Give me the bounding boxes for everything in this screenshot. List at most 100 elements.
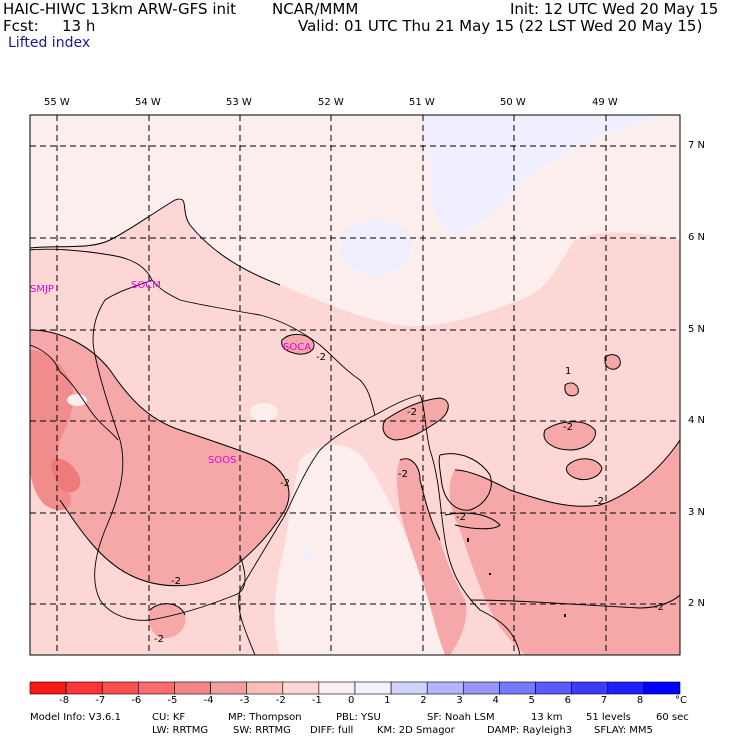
colorbar-box [463, 681, 500, 695]
model-title: HAIC-HIWC 13km ARW-GFS init [3, 0, 237, 18]
init-time: Init: 12 UTC Wed 20 May 15 [510, 0, 719, 18]
lon-label: 54 W [135, 97, 161, 108]
minus5-core [51, 458, 81, 493]
model-info-sw: SW: RRTMG [233, 725, 291, 736]
colorbar-tick-label: 4 [492, 695, 499, 706]
lon-label: 49 W [592, 97, 618, 108]
lat-lon-grid [30, 115, 680, 655]
colorbar-box [138, 681, 175, 695]
lon-label: 50 W [500, 97, 526, 108]
near-zero-region-south [274, 445, 450, 655]
colorbar-tick-label: -3 [239, 695, 250, 706]
minus2-blob [148, 603, 186, 639]
socca-blob [281, 334, 315, 355]
border-line [30, 344, 119, 441]
colorbar-tick-label: 2 [420, 695, 427, 706]
minus2-blob [605, 354, 621, 370]
colorbar-box [571, 681, 609, 695]
border-line [92, 279, 246, 621]
contour-label: -2 [280, 478, 290, 489]
station-label: SOOS [208, 455, 236, 466]
model-info-version: Model Info: V3.6.1 [30, 712, 121, 723]
field-name: Lifted index [8, 35, 91, 51]
lat-label: 2 N [688, 598, 706, 609]
colorbar-box [65, 681, 103, 695]
contour-label: -2 [456, 512, 466, 523]
lon-label: 52 W [318, 97, 344, 108]
colorbar-box [29, 681, 67, 695]
contour-label: 1 [565, 366, 571, 377]
forecast-label: Fcst: [3, 17, 39, 35]
contour-label: -2 [398, 469, 408, 480]
positive-area-northeast [423, 115, 660, 235]
lat-label: 5 N [688, 324, 706, 335]
colorbar-tick-label: -7 [95, 695, 106, 706]
station-label: SMJP [30, 284, 54, 295]
colorbar [29, 681, 681, 695]
colorbar-box [354, 681, 392, 695]
contour-label: -2 [171, 576, 181, 587]
lat-label: 7 N [688, 140, 706, 151]
coastline [30, 248, 431, 451]
model-info-cu: CU: KF [152, 712, 186, 723]
colorbar-box [390, 681, 428, 695]
contour-label: -2 [154, 634, 164, 645]
colorbar-tick-label: -6 [131, 695, 142, 706]
minus3-region-west [30, 330, 289, 586]
org-label: NCAR/MMM [272, 0, 359, 18]
minus4-region-west [30, 350, 74, 511]
lon-label: 55 W [44, 97, 70, 108]
model-info-levels: 51 levels [586, 712, 631, 723]
model-info-km: KM: 2D Smagor [377, 725, 455, 736]
model-info-sflay: SFLAY: MM5 [594, 725, 653, 736]
colorbar-box [499, 681, 536, 695]
model-info-sf: SF: Noah LSM [427, 712, 495, 723]
colorbar-tick-label: 7 [600, 695, 608, 706]
colorbar-tick-label: 5 [528, 695, 535, 706]
contour-label: -2 [563, 422, 573, 433]
model-info-timestep: 60 sec [656, 712, 689, 723]
colorbar-box [282, 681, 320, 695]
colorbar-tick-label: 6 [564, 695, 572, 706]
colorbar-tick-label: -5 [167, 695, 178, 706]
valid-time: Valid: 01 UTC Thu 21 May 15 (22 LST Wed … [298, 17, 703, 35]
colorbar-box [101, 681, 139, 695]
colorbar-tick-label: -2 [275, 695, 286, 706]
colorbar-box [210, 681, 247, 695]
lat-label: 4 N [688, 415, 706, 426]
lat-label: 6 N [688, 232, 706, 243]
minus2-blob [544, 421, 596, 450]
colorbar-unit: °C [675, 695, 687, 706]
colorbar-tick-label: -8 [59, 695, 70, 706]
map-frame [29, 114, 681, 656]
model-info-mp: MP: Thompson [228, 712, 302, 723]
colorbar-box [643, 681, 681, 695]
station-label: SOCA [283, 342, 311, 353]
contour-label: -2 [407, 407, 417, 418]
minus2-blob [565, 382, 579, 396]
colorbar-box [535, 681, 572, 695]
colorbar-tick-label: -4 [203, 695, 214, 706]
colorbar-box [174, 681, 211, 695]
forecast-hour: 13 h [62, 17, 96, 35]
colorbar-box [607, 681, 645, 695]
model-info-diff: DIFF: full [310, 725, 354, 736]
model-info-lw: LW: RRTMG [152, 725, 209, 736]
minus2-blob [566, 458, 602, 480]
border-line [429, 449, 521, 655]
contour-label: -2 [654, 602, 664, 613]
colorbar-tick-label: 1 [384, 695, 391, 706]
lon-label: 51 W [409, 97, 435, 108]
model-info-res: 13 km [531, 712, 563, 723]
colorbar-box [318, 681, 356, 695]
model-info-pbl: PBL: YSU [336, 712, 381, 723]
positive-area-center [340, 220, 412, 277]
lat-label: 3 N [688, 507, 706, 518]
model-info-damp: DAMP: Rayleigh3 [487, 725, 573, 736]
contour-label: -2 [594, 496, 604, 507]
colorbar-tick-label: 0 [348, 695, 355, 706]
station-label: SOCM [131, 280, 161, 291]
contour-label: -2 [316, 352, 326, 363]
colorbar-tick-label: 8 [636, 695, 644, 706]
